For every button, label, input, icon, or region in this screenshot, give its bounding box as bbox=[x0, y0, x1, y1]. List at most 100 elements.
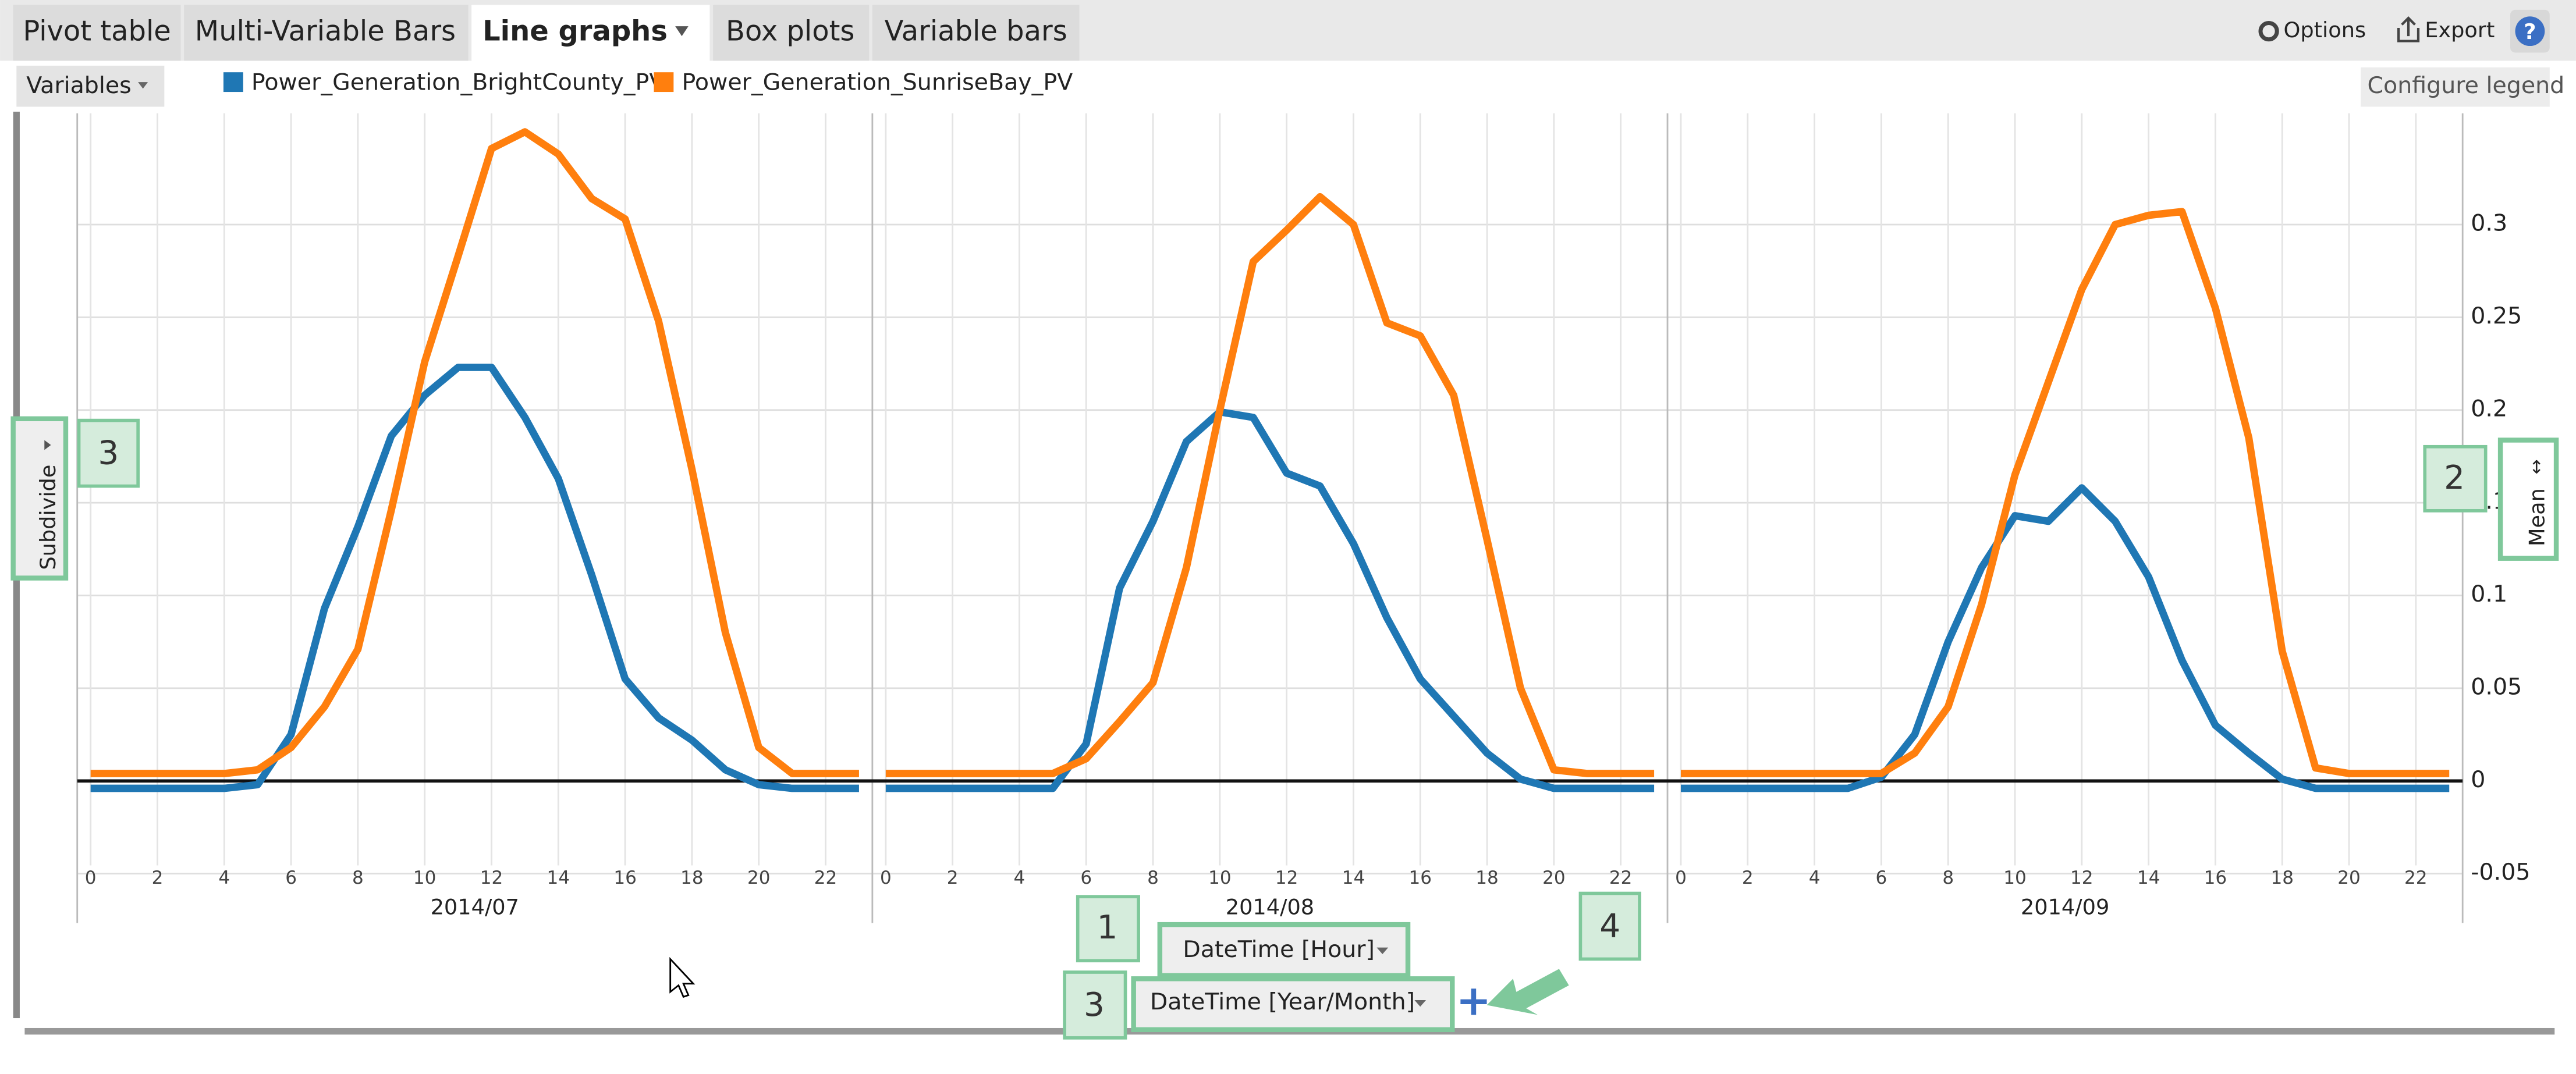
tab[interactable] bbox=[13, 5, 181, 61]
x-tick-label: 10 bbox=[2003, 867, 2027, 888]
x-tick-label: 18 bbox=[680, 867, 704, 888]
y-tick-label: -0.05 bbox=[2471, 859, 2530, 885]
variables-button-bg[interactable] bbox=[16, 65, 165, 107]
help-button[interactable]: ? bbox=[2524, 19, 2536, 44]
panel-label: 2014/07 bbox=[431, 894, 519, 919]
x-tick-label: 12 bbox=[2070, 867, 2093, 888]
x-tick-label: 20 bbox=[747, 867, 771, 888]
x-tick-label: 16 bbox=[613, 867, 637, 888]
x-field-label[interactable]: DateTime [Year/Month] bbox=[1150, 988, 1415, 1015]
configure-legend-button[interactable]: Configure legend bbox=[2367, 72, 2564, 99]
legend-label[interactable]: Power_Generation_BrightCounty_PV bbox=[251, 69, 665, 95]
tab-label[interactable]: Multi-Variable Bars bbox=[195, 15, 456, 47]
configure-legend-bg[interactable] bbox=[2361, 67, 2550, 107]
legend-swatch bbox=[654, 72, 674, 93]
x-tick-label: 18 bbox=[2270, 867, 2294, 888]
series-line bbox=[90, 128, 859, 777]
x-tick-label: 12 bbox=[1275, 867, 1298, 888]
x-tick-label: 0 bbox=[880, 867, 892, 888]
tab[interactable] bbox=[872, 5, 1080, 61]
subdivide-button[interactable] bbox=[10, 416, 69, 581]
x-field-label[interactable]: DateTime [Hour] bbox=[1183, 936, 1375, 963]
x-tick-label: 0 bbox=[85, 867, 97, 888]
updown-icon[interactable]: ↕ bbox=[2529, 457, 2544, 478]
y-tick-label: 0.3 bbox=[2471, 210, 2507, 237]
callout-number: 1 bbox=[1097, 909, 1118, 947]
y-tick-label: 0.25 bbox=[2471, 303, 2522, 329]
dropdown-arrow[interactable] bbox=[1414, 1000, 1427, 1007]
help-icon[interactable] bbox=[2515, 16, 2545, 47]
x-tick-label: 4 bbox=[1014, 867, 1026, 888]
x-tick-label: 16 bbox=[2204, 867, 2227, 888]
x-tick-label: 10 bbox=[1208, 867, 1232, 888]
x-tick-label: 20 bbox=[2337, 867, 2361, 888]
series-line bbox=[885, 408, 1655, 792]
add-field-button[interactable] bbox=[1460, 988, 1487, 1015]
y-tick-label: 0 bbox=[2471, 766, 2485, 793]
tab-label[interactable]: Variable bars bbox=[885, 15, 1067, 47]
x-tick-label: 2 bbox=[947, 867, 959, 888]
callout-number: 3 bbox=[1084, 986, 1105, 1024]
x-tick-label: 2 bbox=[152, 867, 164, 888]
dropdown-arrow[interactable] bbox=[138, 82, 148, 89]
x-tick-label: 16 bbox=[1409, 867, 1432, 888]
export-button[interactable]: Export bbox=[2425, 17, 2495, 42]
y-tick-label: 0.05 bbox=[2471, 673, 2522, 700]
callout bbox=[2423, 444, 2488, 513]
callout-number: 2 bbox=[2444, 459, 2465, 497]
callout bbox=[1076, 895, 1140, 963]
x-tick-label: 14 bbox=[1342, 867, 1365, 888]
export-icon[interactable] bbox=[2397, 16, 2420, 42]
x-tick-label: 12 bbox=[480, 867, 503, 888]
y-tick-label: 0.1 bbox=[2471, 581, 2507, 607]
x-tick-label: 20 bbox=[1542, 867, 1566, 888]
tab-label[interactable]: Pivot table bbox=[23, 15, 171, 47]
tab-active[interactable] bbox=[471, 5, 710, 61]
tab[interactable] bbox=[713, 5, 870, 61]
callout bbox=[1578, 891, 1641, 961]
callout bbox=[77, 418, 140, 488]
x-tick-label: 22 bbox=[1609, 867, 1632, 888]
legend-label[interactable]: Power_Generation_SunriseBay_PV bbox=[682, 69, 1073, 95]
callout-number: 3 bbox=[98, 434, 119, 472]
dropdown-arrow[interactable] bbox=[1376, 947, 1389, 954]
series-line bbox=[1680, 208, 2450, 777]
gear-icon[interactable] bbox=[2258, 20, 2279, 42]
series-line bbox=[885, 193, 1655, 777]
options-button[interactable]: Options bbox=[2284, 17, 2366, 42]
tab[interactable] bbox=[184, 5, 469, 61]
panel-label: 2014/08 bbox=[1226, 894, 1314, 919]
dropdown-arrow[interactable] bbox=[675, 26, 689, 37]
x-tick-label: 6 bbox=[1080, 867, 1092, 888]
callout-arrow bbox=[1486, 969, 1569, 1015]
mean-label[interactable]: Mean bbox=[2525, 488, 2550, 546]
x-tick-label: 6 bbox=[285, 867, 297, 888]
x-tick-label: 14 bbox=[2137, 867, 2160, 888]
x-tick-label: 14 bbox=[547, 867, 570, 888]
x-tick-label: 8 bbox=[1147, 867, 1159, 888]
x-tick-label: 22 bbox=[814, 867, 838, 888]
dropdown-arrow[interactable] bbox=[44, 440, 51, 450]
tab-label[interactable]: Line graphs bbox=[482, 15, 668, 47]
x-tick-label: 2 bbox=[1742, 867, 1754, 888]
x-tick-label: 4 bbox=[1809, 867, 1821, 888]
x-tick-label: 8 bbox=[352, 867, 364, 888]
x-tick-label: 8 bbox=[1942, 867, 1954, 888]
variables-button[interactable]: Variables bbox=[26, 72, 132, 99]
x-tick-label: 0 bbox=[1675, 867, 1687, 888]
x-field-button[interactable] bbox=[1157, 922, 1411, 978]
legend-swatch bbox=[223, 72, 243, 93]
y-tick-label: 0.2 bbox=[2471, 395, 2507, 422]
series-line bbox=[1680, 484, 2450, 792]
subdivide-label[interactable]: Subdivide bbox=[36, 465, 61, 570]
x-field-button[interactable] bbox=[1131, 976, 1455, 1033]
mean-button[interactable] bbox=[2497, 438, 2559, 561]
tab-label[interactable]: Box plots bbox=[726, 15, 854, 47]
mouse-cursor bbox=[669, 956, 696, 998]
x-tick-label: 4 bbox=[218, 867, 230, 888]
x-tick-label: 6 bbox=[1876, 867, 1887, 888]
series-line bbox=[90, 364, 859, 792]
x-tick-label: 10 bbox=[413, 867, 437, 888]
